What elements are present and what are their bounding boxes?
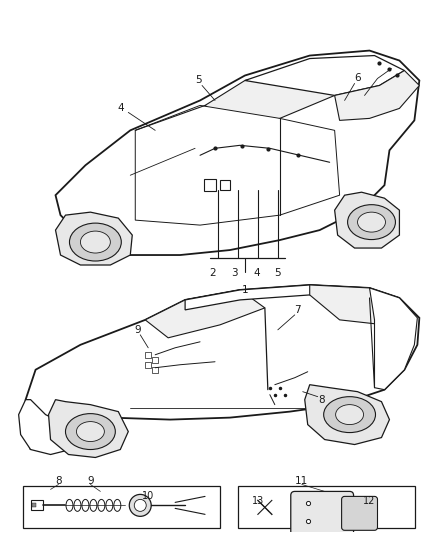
Bar	[152, 357, 158, 363]
Text: 12: 12	[364, 496, 376, 506]
Bar	[31, 500, 42, 511]
Text: 2: 2	[210, 268, 216, 278]
Text: 6: 6	[354, 74, 361, 84]
Text: 13: 13	[252, 496, 264, 506]
Text: 11: 11	[295, 477, 308, 487]
Bar	[145, 352, 151, 358]
Ellipse shape	[129, 495, 151, 516]
Bar	[238, 487, 415, 528]
Ellipse shape	[74, 499, 81, 511]
Bar	[152, 367, 158, 373]
Text: 4: 4	[254, 268, 260, 278]
Ellipse shape	[134, 499, 146, 511]
Text: 5: 5	[275, 268, 281, 278]
PathPatch shape	[310, 285, 410, 325]
Ellipse shape	[106, 499, 113, 511]
Ellipse shape	[81, 231, 110, 253]
FancyBboxPatch shape	[291, 491, 353, 533]
PathPatch shape	[56, 212, 132, 265]
PathPatch shape	[66, 235, 120, 260]
Text: 7: 7	[294, 305, 301, 315]
PathPatch shape	[335, 70, 419, 120]
Text: 8: 8	[318, 394, 325, 405]
PathPatch shape	[25, 285, 419, 449]
Text: 9: 9	[134, 325, 141, 335]
Text: 1: 1	[242, 285, 248, 295]
PathPatch shape	[205, 69, 335, 128]
PathPatch shape	[185, 285, 370, 310]
Ellipse shape	[324, 397, 375, 433]
Ellipse shape	[348, 205, 396, 239]
Text: 4: 4	[117, 103, 124, 114]
PathPatch shape	[245, 55, 404, 95]
Ellipse shape	[336, 405, 364, 425]
Ellipse shape	[82, 499, 89, 511]
PathPatch shape	[49, 400, 128, 457]
FancyBboxPatch shape	[342, 496, 378, 530]
Ellipse shape	[66, 499, 73, 511]
PathPatch shape	[305, 385, 389, 445]
Ellipse shape	[77, 422, 104, 441]
Bar	[204, 179, 216, 191]
Bar	[220, 180, 230, 190]
Bar	[145, 362, 151, 368]
Ellipse shape	[357, 212, 385, 232]
Ellipse shape	[114, 499, 121, 511]
Bar	[32, 503, 35, 507]
PathPatch shape	[135, 106, 339, 225]
Text: 3: 3	[232, 268, 238, 278]
PathPatch shape	[370, 288, 417, 390]
PathPatch shape	[335, 192, 399, 248]
Ellipse shape	[90, 499, 97, 511]
PathPatch shape	[19, 400, 75, 455]
Ellipse shape	[66, 414, 115, 449]
PathPatch shape	[145, 290, 265, 338]
Text: 10: 10	[142, 491, 154, 502]
Text: 5: 5	[195, 76, 201, 85]
PathPatch shape	[56, 51, 419, 255]
Ellipse shape	[98, 499, 105, 511]
Text: 9: 9	[87, 477, 94, 487]
Text: 8: 8	[55, 477, 62, 487]
Ellipse shape	[70, 223, 121, 261]
Bar	[23, 487, 220, 528]
